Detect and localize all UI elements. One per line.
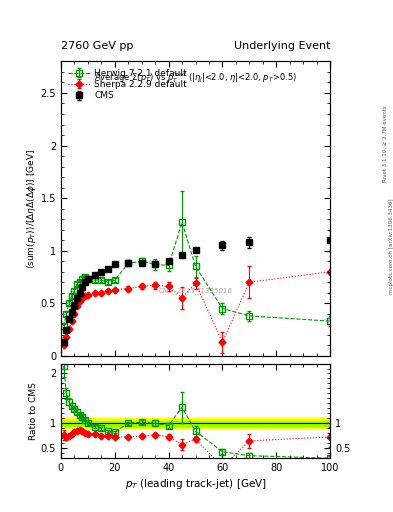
Text: CMS_2015_I1395016: CMS_2015_I1395016 <box>158 288 233 294</box>
Y-axis label: $\langle$sum$(p_T)\rangle$/$[\Delta\eta\Delta(\Delta\phi)]$ [GeV]: $\langle$sum$(p_T)\rangle$/$[\Delta\eta\… <box>25 148 38 269</box>
X-axis label: $p_T$ (leading track-jet) [GeV]: $p_T$ (leading track-jet) [GeV] <box>125 477 266 492</box>
Y-axis label: Ratio to CMS: Ratio to CMS <box>29 382 38 440</box>
Text: Average $\Sigma(p_T)$ vs $p_T^{lead}$ ($|\eta_j|$<2.0, $\eta$|<2.0, $p_T$>0.5): Average $\Sigma(p_T)$ vs $p_T^{lead}$ ($… <box>94 70 297 85</box>
Text: Rivet 3.1.10, ≥ 2.7M events: Rivet 3.1.10, ≥ 2.7M events <box>383 105 387 182</box>
Text: Underlying Event: Underlying Event <box>233 41 330 51</box>
Legend: Herwig 7.2.1 default, Sherpa 2.2.9 default, CMS: Herwig 7.2.1 default, Sherpa 2.2.9 defau… <box>65 66 190 103</box>
Text: 2760 GeV pp: 2760 GeV pp <box>61 41 133 51</box>
Bar <box>61 418 330 429</box>
Text: mcplots.cern.ch [arXiv:1306.3436]: mcplots.cern.ch [arXiv:1306.3436] <box>389 198 393 293</box>
Bar <box>61 421 330 426</box>
